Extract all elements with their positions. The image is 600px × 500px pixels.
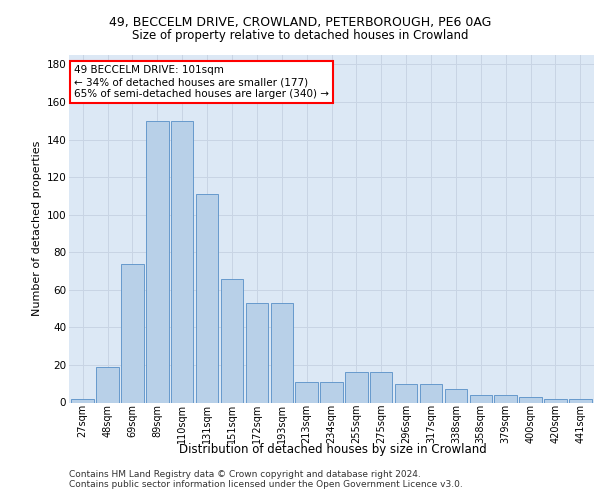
Bar <box>370 372 392 402</box>
Bar <box>320 382 343 402</box>
Text: Distribution of detached houses by size in Crowland: Distribution of detached houses by size … <box>179 442 487 456</box>
Bar <box>245 303 268 402</box>
Bar <box>395 384 418 402</box>
Text: Contains HM Land Registry data © Crown copyright and database right 2024.
Contai: Contains HM Land Registry data © Crown c… <box>69 470 463 490</box>
Bar <box>544 398 566 402</box>
Text: Size of property relative to detached houses in Crowland: Size of property relative to detached ho… <box>132 29 468 42</box>
Text: 49 BECCELM DRIVE: 101sqm
← 34% of detached houses are smaller (177)
65% of semi-: 49 BECCELM DRIVE: 101sqm ← 34% of detach… <box>74 66 329 98</box>
Bar <box>569 398 592 402</box>
Bar <box>196 194 218 402</box>
Bar <box>146 120 169 402</box>
Bar <box>121 264 143 402</box>
Bar <box>97 367 119 402</box>
Bar <box>470 395 492 402</box>
Bar <box>171 120 193 402</box>
Text: 49, BECCELM DRIVE, CROWLAND, PETERBOROUGH, PE6 0AG: 49, BECCELM DRIVE, CROWLAND, PETERBOROUG… <box>109 16 491 29</box>
Bar <box>295 382 318 402</box>
Bar <box>221 278 243 402</box>
Bar <box>445 390 467 402</box>
Bar <box>71 398 94 402</box>
Bar <box>494 395 517 402</box>
Bar <box>420 384 442 402</box>
Y-axis label: Number of detached properties: Number of detached properties <box>32 141 43 316</box>
Bar <box>520 397 542 402</box>
Bar <box>345 372 368 402</box>
Bar <box>271 303 293 402</box>
